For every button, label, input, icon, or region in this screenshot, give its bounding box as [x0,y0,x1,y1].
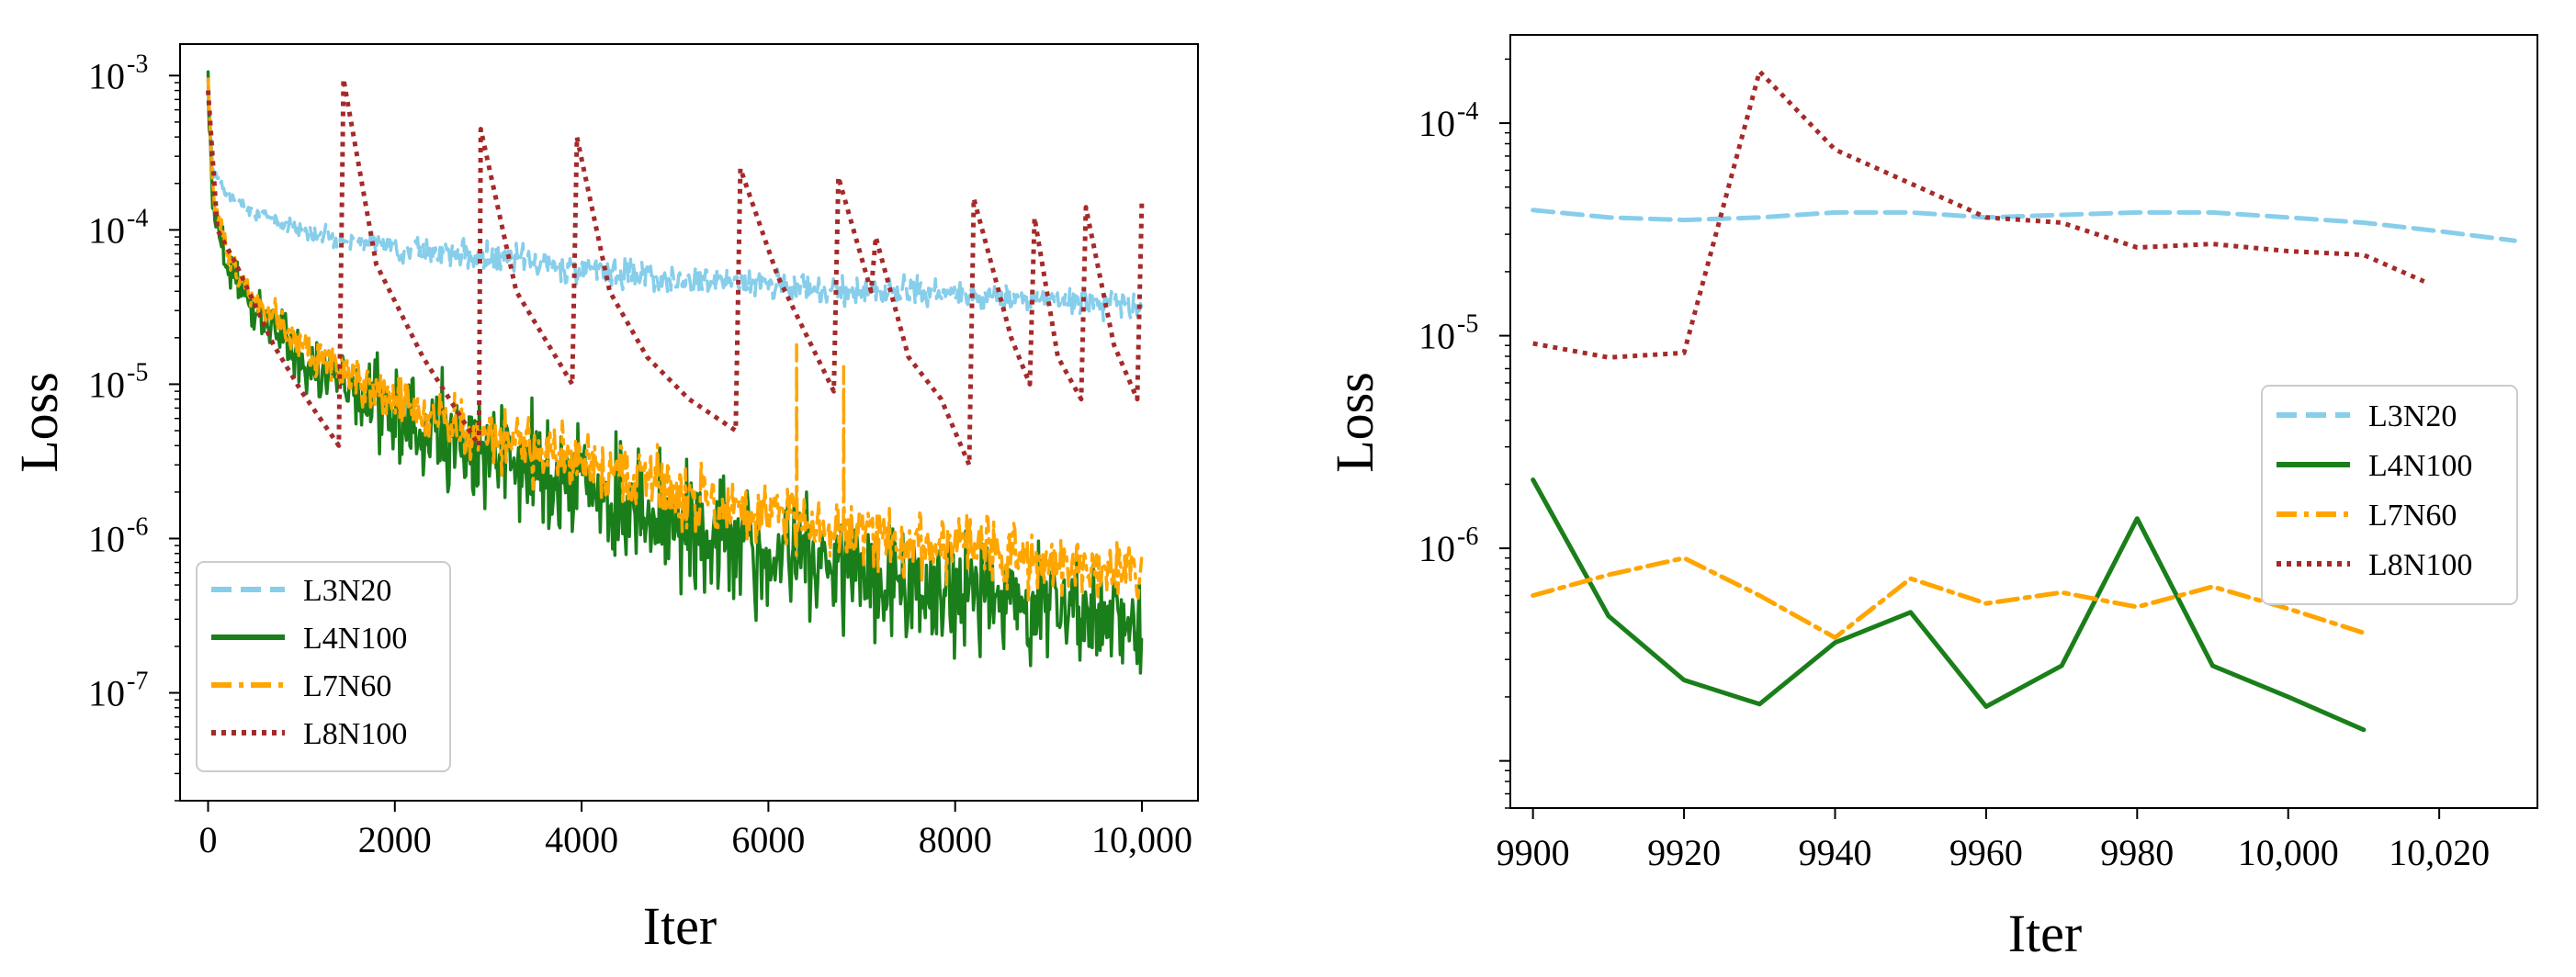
x-tick-label: 9920 [1647,832,1721,873]
right-y-axis-label: Loss [1325,372,1384,473]
right-axes-frame [1509,34,2538,809]
series-line-l8n100 [1532,69,2425,360]
right-y-axis: 10-610-510-4 [1418,58,1510,809]
y-tick-exponent: -5 [1457,310,1478,339]
y-tick-label: 10 [88,364,125,405]
y-tick-exponent: -6 [127,512,148,541]
left-chart: 0 2000 4000 6000 8000 10,000 10-710-610-510-4… [9,43,1199,956]
series-line-l8n100 [206,76,1145,467]
y-tick-label: 10 [1418,316,1455,357]
series-line-l4n100 [1531,477,2367,733]
left-legend-box [196,561,451,772]
right-legend-box [2261,385,2518,605]
x-tick-label: 10,020 [2389,832,2490,873]
y-tick-label: 10 [1418,528,1455,569]
x-tick-label: 4000 [545,819,618,860]
series-line-l7n60 [1531,556,2367,640]
x-tick-label: 9900 [1497,832,1570,873]
y-tick-exponent: -6 [1457,522,1478,551]
x-tick-label: 2000 [358,819,432,860]
y-tick-label: 10 [88,518,125,559]
y-tick-exponent: -5 [127,358,148,387]
y-tick-exponent: -4 [1457,97,1478,126]
y-tick-exponent: -7 [127,668,148,696]
x-tick-label: 10,000 [1091,819,1192,860]
x-tick-label: 10,000 [2238,832,2339,873]
right-legend: L3N20 L4N100 L7N60 L8N100 [2261,385,2518,605]
right-plot-area [1531,69,2517,733]
y-tick-label: 10 [88,55,125,96]
x-tick-label: 9940 [1798,832,1871,873]
left-y-axis-label: Loss [9,372,69,473]
left-x-axis: 0 2000 4000 6000 8000 10,000 [198,801,1192,860]
left-y-axis: 10-710-610-510-410-3 [88,50,180,802]
y-tick-label: 10 [88,673,125,714]
x-tick-label: 0 [198,819,217,860]
x-tick-label: 9960 [1949,832,2023,873]
y-tick-label: 10 [88,209,125,251]
legend-label-l7n60: L7N60 [303,669,391,703]
y-tick-label: 10 [1418,103,1455,144]
legend-label-l8n100: L8N100 [2368,548,2472,582]
left-legend: L3N20 L4N100 L7N60 L8N100 [196,561,451,772]
y-tick-exponent: -4 [127,204,148,232]
right-chart: 9900 9920 9940 9960 9980 10,000 10,020 10 -610-… [1325,34,2538,963]
right-x-axis-label: Iter [2008,904,2083,963]
left-x-axis-label: Iter [643,896,717,956]
legend-label-l8n100: L8N100 [303,717,407,751]
legend-label-l4n100: L4N100 [303,622,407,656]
x-tick-label: 6000 [731,819,805,860]
legend-label-l3n20: L3N20 [2368,399,2457,433]
left-plot-area [206,70,1145,675]
legend-label-l3n20: L3N20 [303,574,391,608]
series-line-l7n60 [206,77,1144,602]
series-line-l3n20 [206,79,1144,322]
legend-label-l7n60: L7N60 [2368,499,2457,533]
legend-label-l4n100: L4N100 [2368,449,2472,483]
x-tick-label: 9980 [2100,832,2174,873]
x-tick-label: 8000 [919,819,992,860]
series-line-l3n20 [1531,208,2517,243]
right-x-axis: 9900 9920 9940 9960 9980 10,000 10,020 [1497,808,2490,873]
y-tick-exponent: -3 [127,50,148,78]
left-axes-frame [179,43,1199,802]
